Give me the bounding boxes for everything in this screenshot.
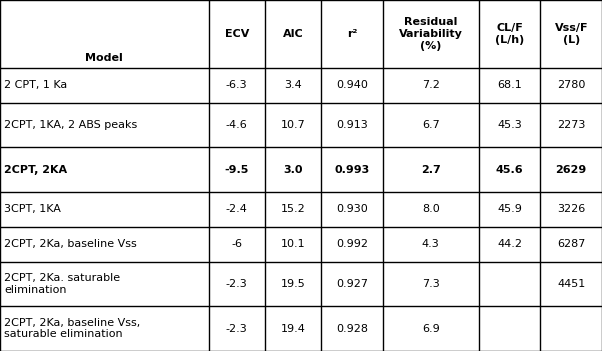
Text: -4.6: -4.6 [226, 120, 247, 130]
Text: 4451: 4451 [557, 279, 585, 289]
Text: 0.940: 0.940 [336, 80, 368, 90]
Text: 68.1: 68.1 [497, 80, 522, 90]
Text: 19.4: 19.4 [281, 324, 305, 334]
Text: 45.9: 45.9 [497, 204, 522, 214]
Text: 2CPT, 2Ka, baseline Vss,
saturable elimination: 2CPT, 2Ka, baseline Vss, saturable elimi… [4, 318, 140, 339]
Text: -9.5: -9.5 [225, 165, 249, 175]
Text: 6.7: 6.7 [422, 120, 439, 130]
Text: CL/F
(L/h): CL/F (L/h) [495, 23, 524, 45]
Text: -2.3: -2.3 [226, 324, 247, 334]
Text: 0.930: 0.930 [336, 204, 368, 214]
Text: 3.0: 3.0 [284, 165, 303, 175]
Text: -2.3: -2.3 [226, 279, 247, 289]
Text: 2CPT, 2KA: 2CPT, 2KA [4, 165, 67, 175]
Text: 6287: 6287 [557, 239, 585, 249]
Text: 3CPT, 1KA: 3CPT, 1KA [4, 204, 61, 214]
Text: 8.0: 8.0 [422, 204, 439, 214]
Text: Vss/F
(L): Vss/F (L) [554, 23, 588, 45]
Text: 45.6: 45.6 [496, 165, 523, 175]
Text: 2629: 2629 [556, 165, 587, 175]
Text: AIC: AIC [283, 29, 303, 39]
Text: 45.3: 45.3 [497, 120, 522, 130]
Text: 0.993: 0.993 [334, 165, 370, 175]
Text: -6.3: -6.3 [226, 80, 247, 90]
Text: 2780: 2780 [557, 80, 585, 90]
Text: 2CPT, 1KA, 2 ABS peaks: 2CPT, 1KA, 2 ABS peaks [4, 120, 137, 130]
Text: 6.9: 6.9 [422, 324, 439, 334]
Text: 19.5: 19.5 [281, 279, 305, 289]
Text: 3226: 3226 [557, 204, 585, 214]
Text: -2.4: -2.4 [226, 204, 247, 214]
Text: 44.2: 44.2 [497, 239, 522, 249]
Text: Residual
Variability
(%): Residual Variability (%) [399, 16, 463, 51]
Text: 0.927: 0.927 [336, 279, 368, 289]
Text: Model: Model [85, 53, 123, 62]
Text: 0.992: 0.992 [336, 239, 368, 249]
Text: 15.2: 15.2 [281, 204, 305, 214]
Text: 7.2: 7.2 [422, 80, 439, 90]
Text: 7.3: 7.3 [422, 279, 439, 289]
Text: 2.7: 2.7 [421, 165, 441, 175]
Text: 10.7: 10.7 [281, 120, 305, 130]
Text: 0.928: 0.928 [336, 324, 368, 334]
Text: 2273: 2273 [557, 120, 585, 130]
Text: -6: -6 [231, 239, 242, 249]
Text: r²: r² [347, 29, 357, 39]
Text: 2CPT, 2Ka, baseline Vss: 2CPT, 2Ka, baseline Vss [4, 239, 137, 249]
Text: 2 CPT, 1 Ka: 2 CPT, 1 Ka [4, 80, 67, 90]
Text: 3.4: 3.4 [284, 80, 302, 90]
Text: ECV: ECV [225, 29, 249, 39]
Text: 0.913: 0.913 [336, 120, 368, 130]
Text: 4.3: 4.3 [422, 239, 439, 249]
Text: 10.1: 10.1 [281, 239, 305, 249]
Text: 2CPT, 2Ka. saturable
elimination: 2CPT, 2Ka. saturable elimination [4, 273, 120, 295]
